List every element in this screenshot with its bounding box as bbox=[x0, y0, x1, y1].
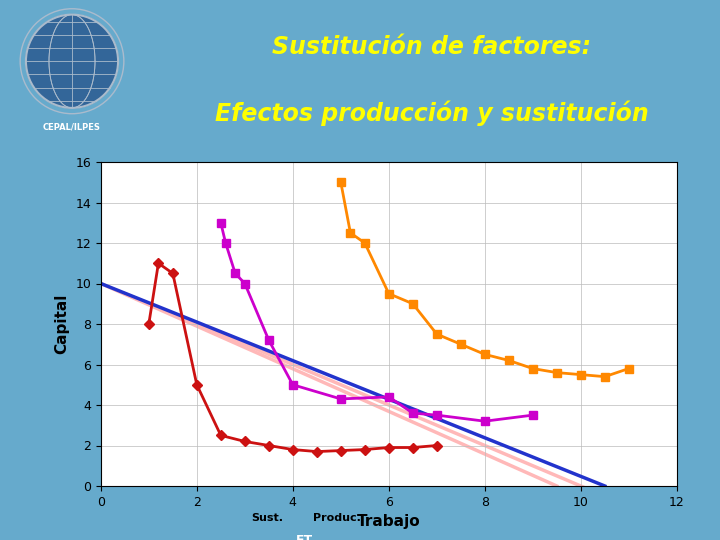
Text: Produc.: Produc. bbox=[313, 513, 361, 523]
Text: Sust.: Sust. bbox=[251, 513, 284, 523]
Text: CEPAL/ILPES: CEPAL/ILPES bbox=[43, 123, 101, 131]
X-axis label: Trabajo: Trabajo bbox=[357, 514, 420, 529]
Text: Efectos producción y sustitución: Efectos producción y sustitución bbox=[215, 101, 649, 126]
Text: Sustitución de factores:: Sustitución de factores: bbox=[272, 35, 592, 59]
Y-axis label: Capital: Capital bbox=[55, 294, 70, 354]
Text: ET: ET bbox=[297, 534, 313, 540]
Circle shape bbox=[26, 15, 118, 108]
